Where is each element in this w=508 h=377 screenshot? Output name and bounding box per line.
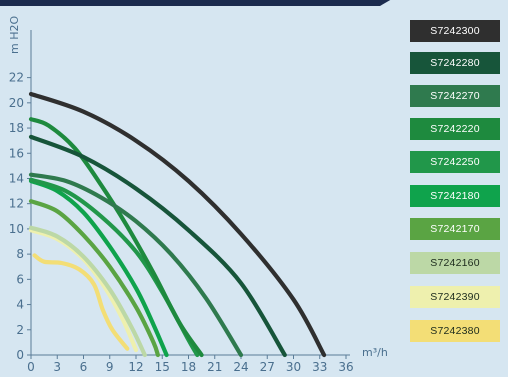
x-tick-label: 21 [207, 360, 222, 374]
y-tick-label: 4 [16, 298, 24, 312]
x-tick-label: 33 [312, 360, 327, 374]
legend-item-s7242170: S7242170 [410, 218, 500, 240]
x-tick-label: 12 [128, 360, 143, 374]
curve-s7242160 [28, 225, 147, 358]
y-tick-label: 6 [16, 272, 24, 286]
y-tick-label: 2 [16, 323, 24, 337]
y-tick-label: 22 [9, 71, 24, 85]
legend-item-s7242160: S7242160 [410, 252, 500, 274]
y-tick-label: 0 [16, 348, 24, 362]
curves [28, 91, 327, 358]
x-tick-label: 15 [155, 360, 170, 374]
curve-s7242180 [28, 178, 169, 358]
legend-item-s7242380: S7242380 [410, 320, 500, 342]
x-tick-label: 6 [80, 360, 88, 374]
y-tick-label: 10 [9, 222, 24, 236]
x-tick-label: 9 [106, 360, 114, 374]
x-axis-title: m³/h [362, 346, 388, 359]
curve-s7242380 [32, 253, 130, 351]
legend-item-s7242280: S7242280 [410, 52, 500, 74]
y-axis-title: m H2O [8, 16, 21, 54]
legend-item-s7242180: S7242180 [410, 185, 500, 207]
legend-item-s7242250: S7242250 [410, 151, 500, 173]
y-tick-label: 18 [9, 121, 24, 135]
x-tick-label: 24 [233, 360, 248, 374]
legend-item-s7242220: S7242220 [410, 118, 500, 140]
x-tick-label: 18 [181, 360, 196, 374]
y-tick-label: 8 [16, 247, 24, 261]
legend-item-s7242270: S7242270 [410, 85, 500, 107]
legend-item-s7242390: S7242390 [410, 286, 500, 308]
curve-s7242270 [28, 172, 244, 358]
top-accent-band [0, 0, 508, 6]
curve-s7242390 [28, 228, 139, 353]
x-tick-label: 27 [260, 360, 275, 374]
curve-s7242170 [28, 199, 160, 358]
y-tick-label: 12 [9, 197, 24, 211]
y-tick-label: 20 [9, 96, 24, 110]
x-tick-label: 36 [338, 360, 353, 374]
legend-item-s7242300: S7242300 [410, 20, 500, 42]
curve-s7242300 [28, 91, 327, 358]
top-accent-band-cut [380, 0, 508, 6]
x-tick-label: 3 [53, 360, 61, 374]
y-tick-label: 14 [9, 171, 24, 185]
curve-s7242280 [28, 134, 287, 358]
y-tick-label: 16 [9, 146, 24, 160]
x-tick-label: 30 [286, 360, 301, 374]
x-tick-label: 0 [27, 360, 35, 374]
